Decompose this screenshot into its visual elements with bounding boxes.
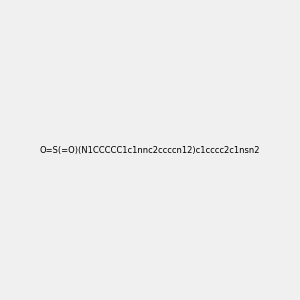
Text: O=S(=O)(N1CCCCC1c1nnc2ccccn12)c1cccc2c1nsn2: O=S(=O)(N1CCCCC1c1nnc2ccccn12)c1cccc2c1n… [40,146,260,154]
